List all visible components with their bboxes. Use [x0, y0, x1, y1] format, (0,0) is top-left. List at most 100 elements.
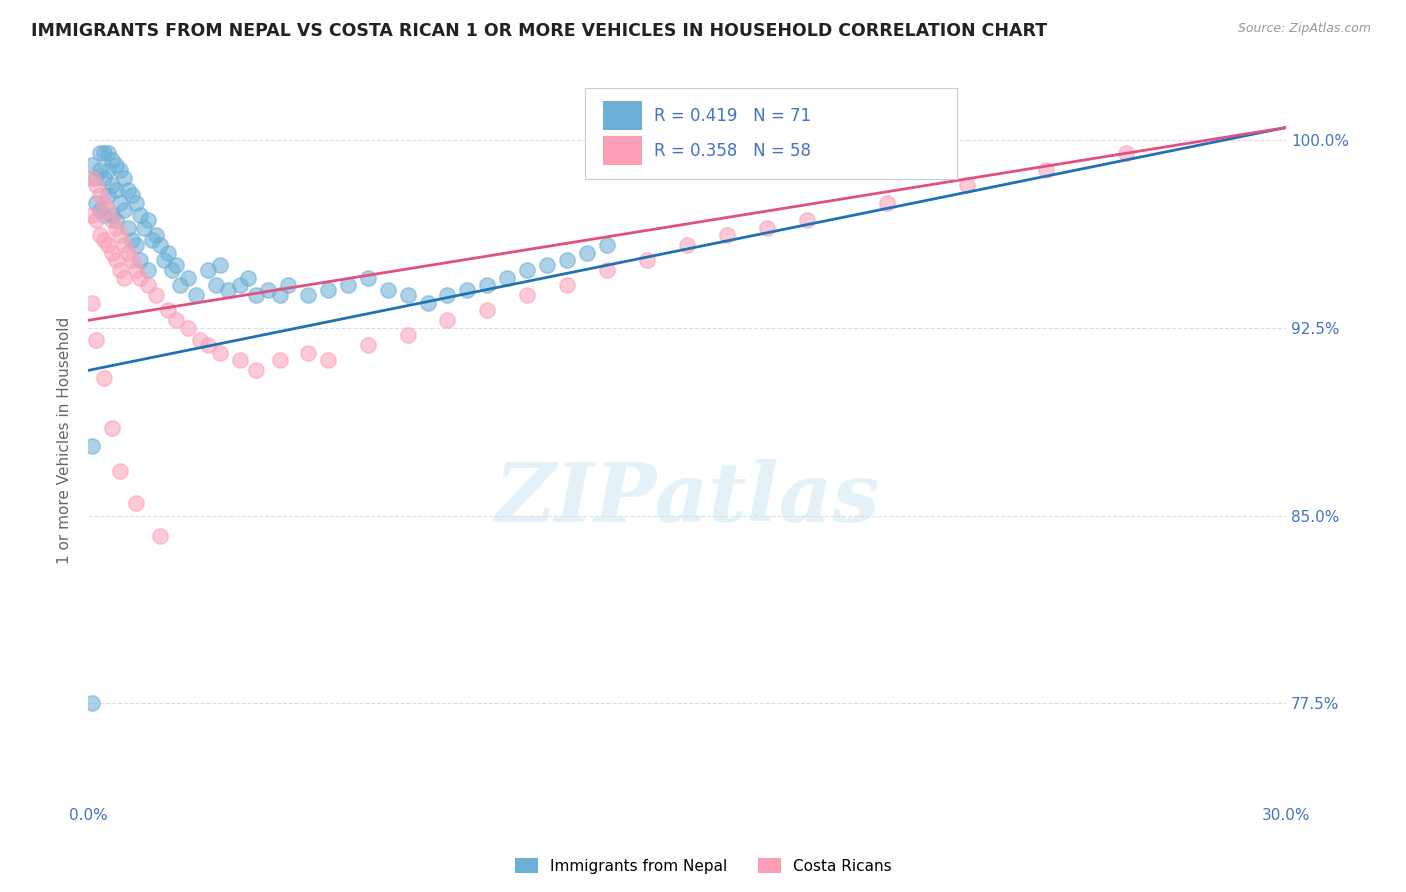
Text: R = 0.358   N = 58: R = 0.358 N = 58 [654, 142, 810, 160]
Point [97, 203, 120, 218]
Point [97, 188, 120, 202]
Point [297, 346, 319, 360]
Point [229, 353, 252, 368]
Point [112, 203, 135, 218]
Point [245, 288, 267, 302]
Point [117, 183, 139, 197]
Point [1115, 145, 1137, 160]
Point [129, 270, 152, 285]
Point [596, 238, 619, 252]
Point [516, 263, 538, 277]
Point [117, 245, 139, 260]
Point [84, 334, 107, 348]
Point [217, 283, 239, 297]
Point [101, 153, 124, 167]
Point [117, 220, 139, 235]
Point [555, 253, 578, 268]
Point [89, 163, 111, 178]
Point [396, 328, 419, 343]
Point [269, 353, 291, 368]
Point [149, 529, 172, 543]
Point [101, 178, 124, 193]
Point [536, 258, 558, 272]
Point [436, 288, 458, 302]
Point [576, 245, 599, 260]
Point [596, 263, 619, 277]
Point [269, 288, 291, 302]
Point [177, 321, 200, 335]
Point [755, 220, 778, 235]
Point [89, 203, 111, 218]
Point [955, 178, 977, 193]
Point [93, 170, 115, 185]
Point [205, 278, 228, 293]
Point [136, 278, 159, 293]
Point [125, 238, 148, 252]
Point [125, 263, 148, 277]
Point [125, 195, 148, 210]
Point [121, 233, 143, 247]
Point [97, 163, 120, 178]
Point [165, 258, 187, 272]
Point [82, 158, 104, 172]
Point [208, 346, 231, 360]
Point [316, 353, 339, 368]
Point [197, 338, 219, 352]
Point [356, 270, 378, 285]
Text: R = 0.419   N = 71: R = 0.419 N = 71 [654, 107, 811, 125]
Point [84, 213, 107, 227]
Point [82, 170, 104, 185]
Point [97, 238, 120, 252]
Point [477, 303, 499, 318]
Point [89, 188, 111, 202]
Point [101, 213, 124, 227]
Point [229, 278, 252, 293]
FancyBboxPatch shape [603, 102, 641, 130]
Point [156, 303, 179, 318]
Point [105, 158, 128, 172]
Point [336, 278, 359, 293]
Point [256, 283, 278, 297]
Point [456, 283, 478, 297]
Point [516, 288, 538, 302]
Point [197, 263, 219, 277]
Point [82, 295, 104, 310]
Point [145, 288, 167, 302]
Point [136, 263, 159, 277]
Point [188, 334, 211, 348]
Point [108, 263, 131, 277]
Point [436, 313, 458, 327]
Point [121, 253, 143, 268]
Point [396, 288, 419, 302]
Point [876, 195, 898, 210]
Point [156, 245, 179, 260]
Point [356, 338, 378, 352]
Text: ZIPatlas: ZIPatlas [495, 458, 880, 539]
Y-axis label: 1 or more Vehicles in Household: 1 or more Vehicles in Household [58, 317, 72, 564]
Point [555, 278, 578, 293]
Point [184, 288, 207, 302]
Point [93, 371, 115, 385]
Point [177, 270, 200, 285]
Point [93, 145, 115, 160]
Point [89, 228, 111, 243]
Point [125, 496, 148, 510]
Point [108, 228, 131, 243]
Point [93, 233, 115, 247]
Point [132, 220, 155, 235]
Point [105, 220, 128, 235]
Point [108, 195, 131, 210]
Point [93, 208, 115, 222]
Point [101, 208, 124, 222]
Point [676, 238, 699, 252]
Point [796, 213, 818, 227]
Point [82, 697, 104, 711]
Point [141, 233, 163, 247]
Point [82, 208, 104, 222]
FancyBboxPatch shape [585, 88, 956, 179]
Point [416, 295, 439, 310]
Point [136, 213, 159, 227]
Point [160, 263, 183, 277]
Point [84, 170, 107, 185]
Point [496, 270, 519, 285]
